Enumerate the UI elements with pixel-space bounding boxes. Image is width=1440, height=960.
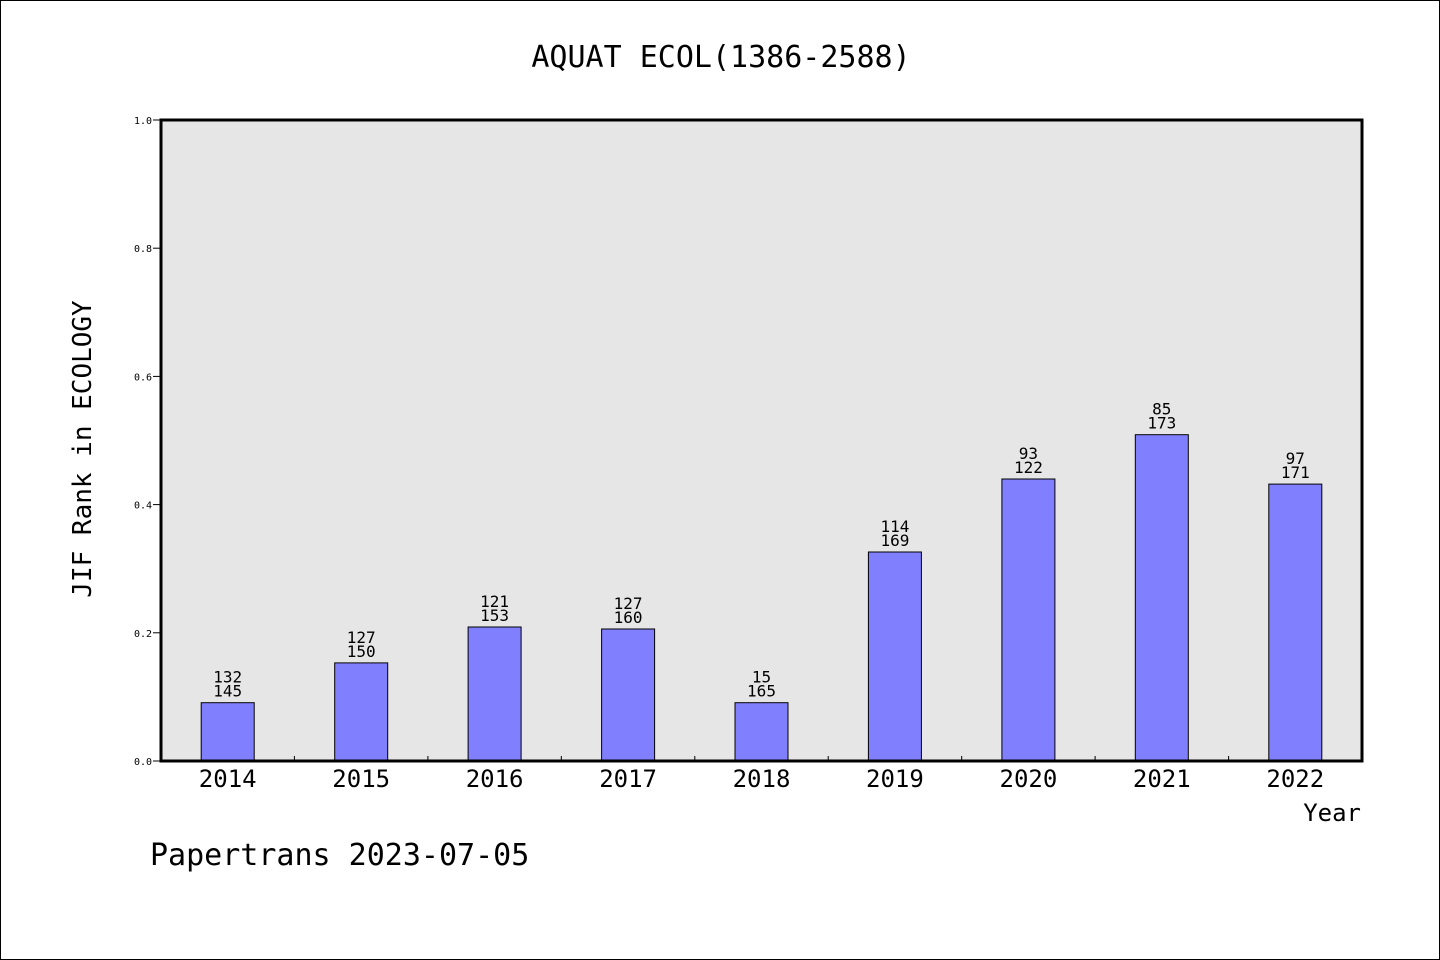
- x-tick-label: 2019: [866, 765, 924, 793]
- y-axis-label: JIF Rank in ECOLOGY: [68, 300, 98, 598]
- bar-label-bottom: 153: [480, 606, 509, 625]
- bar-label-top: 93: [1019, 444, 1038, 463]
- bar-label-bottom: 171: [1281, 463, 1310, 482]
- x-axis-label: Year: [1303, 799, 1361, 827]
- bar-label-top: 15: [752, 668, 771, 687]
- bar-2016: [467, 626, 522, 762]
- y-tick-label: 0.4: [134, 501, 152, 512]
- x-tick-label: 2017: [599, 765, 657, 793]
- bar-2019: [867, 551, 922, 762]
- x-tick-label: 2015: [332, 765, 390, 793]
- plot-border: [159, 118, 1364, 763]
- x-tick-label: 2022: [1266, 765, 1324, 793]
- bar-2017: [601, 628, 656, 762]
- bar-2021: [1134, 434, 1189, 762]
- bar-2014: [200, 702, 255, 762]
- bar-label-bottom: 122: [1014, 458, 1043, 477]
- y-tick-label: 1.0: [134, 116, 152, 127]
- bars-layer: 1321451271501211531271601516511416993122…: [200, 400, 1323, 762]
- x-tick-label: 2014: [199, 765, 257, 793]
- chart-title: AQUAT ECOL(1386-2588): [531, 40, 910, 75]
- bar-label-top: 114: [880, 517, 909, 536]
- bar-2015: [334, 662, 389, 762]
- footer-text: Papertrans 2023-07-05: [150, 838, 529, 873]
- x-tick-label: 2020: [1000, 765, 1058, 793]
- bar-label-top: 121: [480, 592, 509, 611]
- y-tick-label: 0.2: [134, 629, 152, 640]
- bar-label-top: 127: [614, 594, 643, 613]
- bar-label-top: 97: [1286, 449, 1305, 468]
- y-tick-label: 0.6: [134, 372, 152, 383]
- bar-2020: [1001, 478, 1056, 762]
- x-tick-label: 2021: [1133, 765, 1191, 793]
- bar-label-bottom: 145: [213, 682, 242, 701]
- y-tick-label: 0.8: [134, 244, 152, 255]
- bar-label-bottom: 150: [347, 642, 376, 661]
- bar-label-bottom: 169: [880, 531, 909, 550]
- axis-layer: 2014 2015 2016 2017 2018 2019 2020 2021 2022 0.0 0…: [134, 116, 1324, 793]
- bar-label-top: 127: [347, 628, 376, 647]
- bar-label-bottom: 173: [1147, 414, 1176, 433]
- bar-label-bottom: 165: [747, 682, 776, 701]
- bar-label-top: 85: [1152, 400, 1171, 419]
- bar-label-top: 132: [213, 668, 242, 687]
- bar-2022: [1268, 483, 1323, 762]
- y-tick-label: 0.0: [134, 757, 152, 768]
- bar-2018: [734, 702, 789, 762]
- x-tick-label: 2016: [466, 765, 524, 793]
- x-tick-label: 2018: [733, 765, 791, 793]
- bar-label-bottom: 160: [614, 608, 643, 627]
